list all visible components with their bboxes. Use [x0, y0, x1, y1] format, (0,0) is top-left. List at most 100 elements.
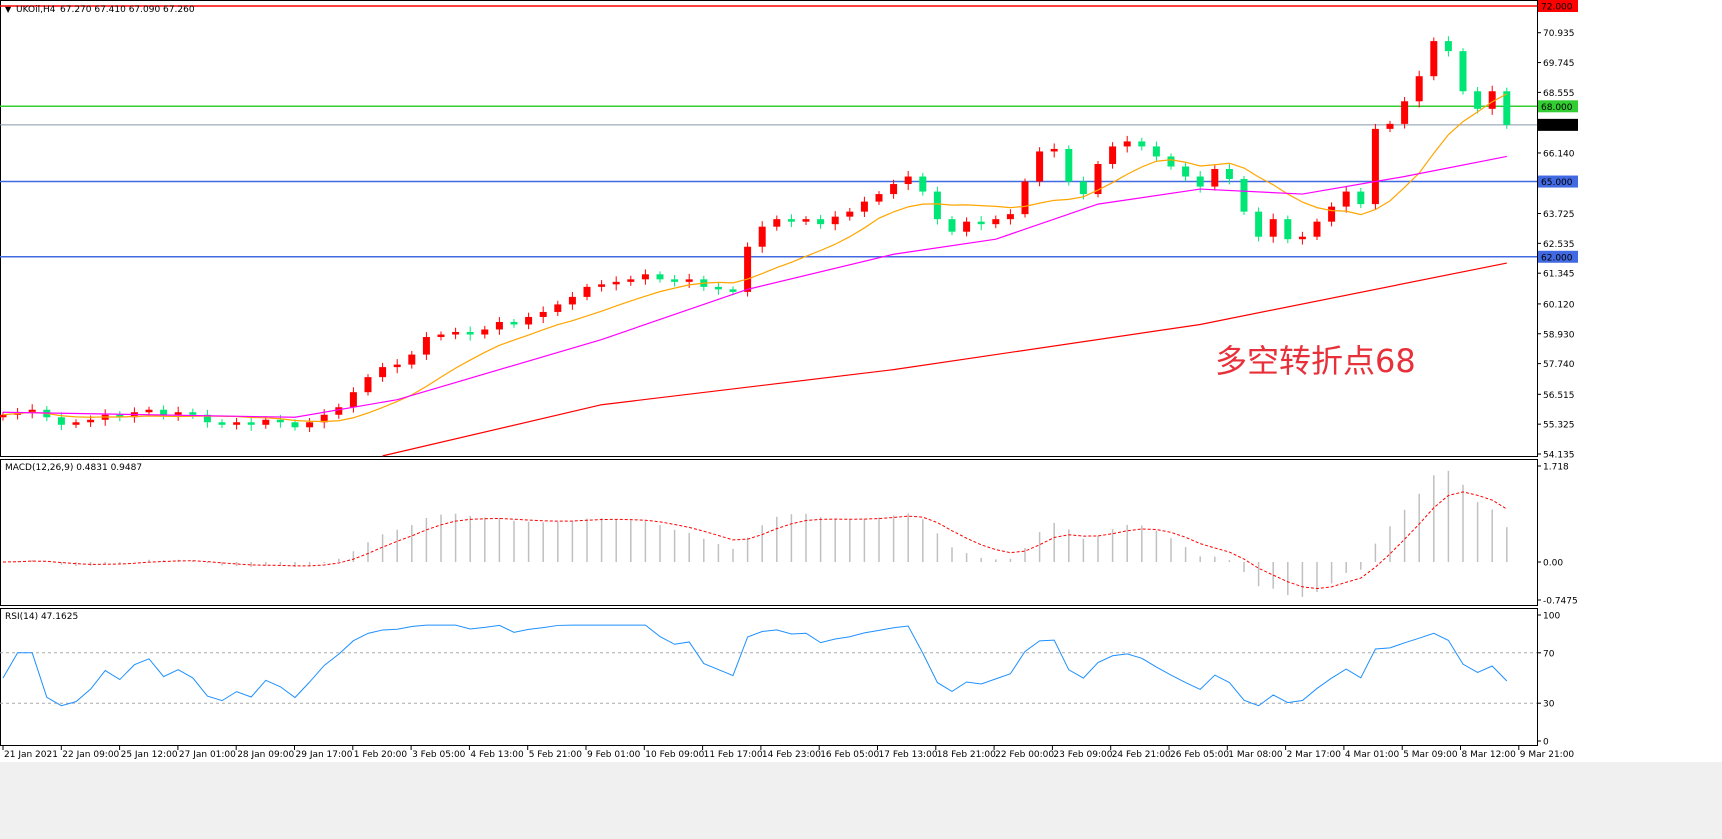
candle-body — [744, 246, 752, 292]
candle — [174, 406, 182, 421]
candle-body — [1152, 146, 1160, 157]
candle — [525, 312, 533, 330]
candle-body — [364, 377, 372, 393]
candle-body — [437, 334, 445, 338]
candle — [831, 211, 839, 231]
candle — [203, 409, 211, 428]
candle — [291, 419, 299, 431]
time-tick-label: 26 Feb 05:00 — [1170, 750, 1229, 760]
candle-body — [817, 219, 825, 225]
time-tick-label: 2 Mar 17:00 — [1287, 750, 1342, 760]
candle — [422, 332, 430, 360]
candle-body — [554, 304, 562, 312]
candle-body — [189, 412, 197, 415]
candle — [510, 318, 518, 328]
level-label-box — [1538, 100, 1578, 113]
candle — [1342, 186, 1350, 213]
axes: 70.935 69.745 68.555 66.140 63.725 62.535 61.3… — [2, 29, 1578, 760]
candle-body — [87, 419, 95, 423]
candle-body — [1109, 146, 1117, 164]
status-area — [0, 762, 1722, 839]
y-tick-label: 61.345 — [1543, 270, 1575, 280]
level-label: 62.000 — [1541, 253, 1573, 263]
candle — [1298, 231, 1306, 245]
candle — [773, 215, 781, 231]
candle-body — [773, 219, 781, 227]
candle-body — [1313, 221, 1321, 237]
macd-title: MACD(12,26,9) 0.4831 0.9487 — [5, 463, 142, 473]
candle-body — [262, 419, 270, 425]
y-tick-label: 56.515 — [1543, 391, 1575, 401]
candle-body — [1167, 156, 1175, 167]
candle-body — [568, 296, 576, 305]
time-tick-label: 25 Jan 12:00 — [121, 750, 178, 760]
candle — [539, 306, 547, 324]
candle — [802, 216, 810, 225]
candle — [598, 280, 606, 292]
time-tick-label: 23 Feb 09:00 — [1053, 750, 1112, 760]
time-tick-label: 24 Feb 21:00 — [1112, 750, 1171, 760]
candle-body — [977, 221, 985, 225]
ma-fast-line — [2, 93, 1508, 423]
candle — [1269, 213, 1277, 243]
level-label: 72.000 — [1541, 3, 1573, 13]
candle-body — [1079, 181, 1087, 195]
candle — [1255, 207, 1263, 242]
level-label: 68.000 — [1541, 103, 1573, 113]
time-tick-label: 4 Feb 13:00 — [470, 750, 524, 760]
candle-body — [320, 414, 328, 423]
candle-body — [1065, 148, 1073, 182]
y-tick-label: 68.555 — [1543, 89, 1575, 99]
level-label-box — [1538, 175, 1578, 188]
candle-body — [57, 417, 65, 425]
candle — [364, 374, 372, 396]
candle-body — [495, 321, 503, 330]
candle-body — [890, 184, 898, 195]
time-tick-label: 29 Jan 17:00 — [296, 750, 353, 760]
level-label: 65.000 — [1541, 178, 1573, 188]
y-tick-label: 60.120 — [1543, 300, 1575, 310]
collapse-triangle-icon[interactable]: ▼ — [5, 5, 12, 14]
candle-body — [349, 392, 357, 408]
candle — [1182, 162, 1190, 182]
candle — [218, 419, 226, 429]
candle — [1167, 153, 1175, 170]
time-tick-label: 9 Mar 21:00 — [1520, 750, 1575, 760]
time-tick-label: 5 Mar 09:00 — [1403, 750, 1458, 760]
candle — [1371, 123, 1379, 210]
candle — [919, 172, 927, 196]
candle — [145, 406, 153, 416]
candle — [1211, 165, 1219, 191]
candle — [1284, 215, 1292, 244]
candle — [612, 276, 620, 291]
candle-body — [1386, 123, 1394, 129]
candle-body — [203, 414, 211, 423]
candle — [1474, 86, 1482, 114]
y-tick-label: 62.535 — [1543, 240, 1575, 250]
candle-body — [1006, 214, 1014, 220]
candle-body — [656, 274, 664, 280]
macd-plot — [2, 470, 1508, 597]
level-label: 67.260 — [1541, 121, 1573, 131]
candle-body — [685, 279, 693, 282]
candle-body — [948, 219, 956, 232]
candle — [1328, 202, 1336, 227]
candle — [72, 419, 80, 429]
candle — [948, 216, 956, 236]
candle — [1065, 145, 1073, 186]
candle-body — [72, 422, 80, 425]
candle — [306, 418, 314, 432]
candle — [714, 281, 722, 295]
level-label-box — [1538, 118, 1578, 131]
candle-body — [1123, 141, 1131, 147]
candle-body — [933, 191, 941, 220]
candle — [335, 403, 343, 419]
candle-body — [1401, 101, 1409, 124]
candle — [1225, 164, 1233, 185]
rsi-tick-label: 30 — [1543, 700, 1555, 710]
candle — [1503, 87, 1511, 129]
candle-body — [671, 279, 679, 282]
candle-body — [525, 316, 533, 325]
candle-body — [875, 194, 883, 202]
